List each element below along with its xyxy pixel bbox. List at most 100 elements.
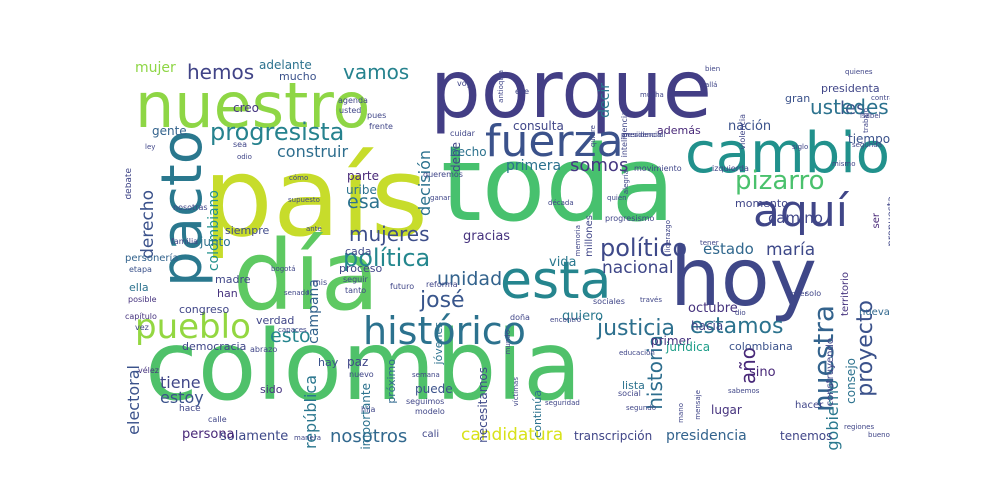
word-presidenta: presidenta — [821, 82, 880, 95]
word-mis: mis — [313, 278, 328, 287]
word-electoral: electoral — [125, 365, 143, 435]
word-quiere: quiere — [589, 125, 597, 148]
word-jose: josé — [420, 288, 465, 313]
word-democracia: democracia — [182, 340, 247, 353]
word-movimiento: movimiento — [634, 164, 682, 173]
word-social: social — [618, 389, 641, 398]
word-politica: política — [343, 244, 431, 272]
word-jovenes: jóvenes — [432, 322, 445, 365]
word-bueno: bueno — [868, 431, 890, 439]
word-progresista: progresista — [210, 118, 345, 146]
word-consejo: consejo — [844, 358, 858, 404]
word-antioquia: antioquia — [497, 70, 505, 103]
word-futuro: futuro — [390, 282, 415, 291]
word-encontro: encontró — [550, 316, 582, 324]
word-memoria: memoria — [574, 225, 582, 257]
word-dio: dio — [735, 309, 746, 317]
word-proceso: proceso — [339, 262, 383, 275]
word-hija: hija — [361, 405, 376, 414]
word-violencia: violencia — [738, 114, 747, 150]
word-gente: gente — [152, 124, 187, 138]
word-ustedes: ustedes — [810, 95, 889, 119]
word-hecho: hecho — [450, 145, 487, 159]
word-derecho: derecho — [138, 190, 158, 259]
word-adelante: adelante — [259, 58, 312, 72]
word-madre: madre — [215, 273, 251, 286]
word-solamente: solamente — [220, 429, 289, 444]
word-mano: mano — [677, 403, 685, 423]
word-presidencia: presidencia — [621, 131, 662, 139]
word-congreso: congreso — [179, 303, 230, 316]
word-continua: continúa — [531, 390, 544, 438]
word-supuesto: supuesto — [288, 196, 320, 204]
word-camino: camino — [768, 209, 823, 227]
word-segundo: segundo — [626, 404, 656, 412]
word-bien: bien — [705, 65, 721, 73]
word-mismo: mismo — [832, 160, 856, 168]
word-cali: cali — [422, 429, 440, 440]
word-quiero: quiero — [562, 309, 604, 324]
word-progresismo: progresismo — [605, 214, 655, 223]
word-cada: cada — [345, 245, 372, 258]
word-sabemos: sabemos — [728, 387, 760, 395]
word-mensaje: mensaje — [694, 390, 702, 420]
word-decision: decisión — [415, 150, 434, 216]
word-pizarro: pizarro — [735, 166, 825, 196]
word-gran: gran — [785, 92, 811, 105]
word-candidatura: candidatura — [461, 425, 564, 445]
word-ser: ser — [871, 213, 882, 229]
word-alegria: alegría — [622, 170, 630, 195]
word-quien: quien — [607, 194, 627, 202]
word-liderazgo: liderazgo — [664, 220, 672, 253]
word-tanto: tanto — [345, 286, 367, 295]
word-porque: porque — [430, 50, 712, 136]
word-campana: campaña — [306, 279, 322, 344]
word-colombiano: colombiano — [206, 190, 222, 272]
word-octubre: octubre — [688, 301, 738, 316]
word-sea: sea — [233, 140, 247, 149]
word-pueblo: pueblo — [135, 307, 251, 347]
word-dia: día — [233, 220, 380, 332]
word-cambio: cambio — [685, 121, 890, 186]
word-sido: sido — [260, 383, 283, 396]
word-regiones: regiones — [844, 423, 875, 431]
word-hacer: hacer — [795, 400, 824, 411]
word-solo: solo — [805, 289, 822, 298]
word-lista: lista — [622, 379, 645, 392]
word-estado: estado — [703, 240, 754, 258]
word-familia: familia — [171, 237, 199, 246]
word-abrazo: abrazo — [250, 345, 278, 354]
word-construir: construir — [277, 142, 349, 161]
word-les: les — [840, 98, 866, 119]
word-cloud: colombia país toda porque hoy día nuestro pacto… — [125, 50, 890, 450]
word-primera: primera — [506, 158, 562, 174]
word-ley: ley — [145, 143, 156, 151]
word-primer: primer — [651, 334, 691, 348]
word-juridica: jurídica — [666, 340, 711, 354]
word-hace: hace — [179, 404, 201, 414]
word-persona: persona — [182, 427, 235, 442]
word-colombiana: colombiana — [729, 340, 793, 353]
word-frente: frente — [369, 122, 393, 131]
word-creo: creo — [233, 101, 259, 115]
word-vez: vez — [135, 323, 149, 332]
word-dona: doña — [510, 313, 530, 322]
word-uribe: uribe — [346, 183, 377, 197]
word-nuestro: nuestro — [135, 69, 371, 142]
word-vida: vida — [549, 255, 577, 270]
word-tener: tener — [700, 239, 719, 247]
word-segunda: segunda — [852, 141, 883, 149]
word-etapa: etapa — [129, 265, 152, 274]
word-justicia: justicia — [597, 316, 675, 341]
word-vamos: vamos — [343, 60, 410, 84]
word-construyendo: construyendo — [825, 338, 836, 407]
word-estamos: estamos — [690, 314, 784, 339]
word-hemos: hemos — [187, 60, 255, 84]
word-mucho: mucho — [279, 70, 317, 83]
word-momento: momento — [735, 197, 788, 210]
word-odio: odio — [237, 153, 252, 161]
word-personeria: personería — [125, 253, 179, 264]
word-hay: hay — [318, 356, 339, 369]
word-manera: manera — [294, 434, 322, 442]
word-han: han — [217, 287, 238, 300]
